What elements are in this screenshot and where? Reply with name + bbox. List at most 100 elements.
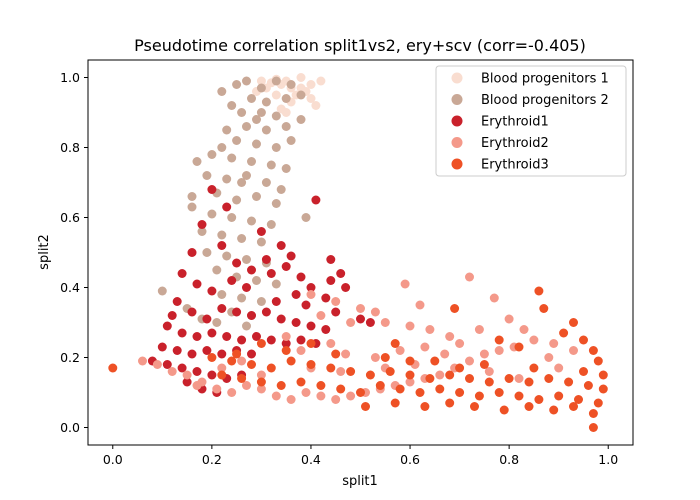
point-series-4-52 — [588, 423, 598, 432]
point-series-4-1 — [207, 353, 217, 362]
point-series-4-18 — [544, 374, 554, 383]
point-series-2-46 — [217, 349, 227, 359]
point-series-2-30 — [321, 325, 331, 334]
point-series-2-13 — [326, 255, 336, 264]
point-series-1-52 — [242, 255, 251, 264]
point-series-2-57 — [182, 377, 192, 387]
point-series-2-17 — [177, 269, 187, 278]
point-series-2-3 — [187, 248, 197, 257]
point-series-3-11 — [301, 388, 311, 397]
point-series-2-62 — [291, 290, 301, 299]
point-series-3-27 — [549, 339, 559, 348]
point-series-4-6 — [306, 360, 316, 369]
point-series-1-1 — [232, 80, 242, 89]
point-series-2-64 — [242, 283, 251, 292]
point-series-2-36 — [237, 335, 247, 345]
point-series-4-57 — [499, 405, 509, 415]
point-series-1-28 — [266, 160, 276, 170]
point-series-4-5 — [286, 356, 296, 366]
point-series-1-47 — [217, 230, 227, 240]
point-series-4-46 — [430, 356, 440, 366]
point-series-4-17 — [524, 377, 534, 387]
point-series-3-49 — [341, 349, 351, 359]
legend-label-0: Blood progenitors 1 — [481, 72, 609, 87]
point-series-0-8 — [311, 101, 321, 110]
point-series-4-65 — [450, 304, 460, 313]
point-series-3-57 — [237, 356, 247, 366]
point-series-3-64 — [484, 367, 494, 376]
point-series-3-44 — [440, 349, 450, 359]
point-series-4-41 — [593, 398, 603, 408]
point-series-2-1 — [222, 202, 232, 212]
point-series-4-48 — [529, 363, 539, 373]
point-series-1-12 — [252, 115, 261, 124]
point-series-3-7 — [242, 381, 251, 390]
point-series-1-50 — [202, 248, 212, 257]
point-series-3-43 — [415, 300, 425, 310]
point-series-0-19 — [306, 80, 316, 89]
point-series-2-31 — [162, 321, 172, 331]
point-series-1-51 — [222, 251, 232, 261]
point-series-3-24 — [494, 346, 504, 355]
point-series-4-64 — [539, 304, 549, 313]
point-series-1-18 — [296, 115, 306, 124]
point-series-2-11 — [321, 293, 331, 303]
point-series-4-74 — [598, 370, 608, 380]
point-series-1-17 — [281, 122, 291, 131]
point-series-1-24 — [192, 157, 202, 166]
point-series-3-35 — [445, 332, 455, 341]
point-series-2-23 — [217, 304, 227, 313]
point-series-2-45 — [202, 346, 212, 355]
point-series-1-7 — [227, 101, 237, 110]
point-series-2-19 — [207, 286, 217, 296]
point-series-4-29 — [356, 388, 365, 397]
point-series-4-60 — [420, 402, 430, 411]
point-series-4-37 — [514, 391, 524, 401]
point-series-1-6 — [296, 90, 306, 100]
point-series-4-14 — [465, 374, 474, 383]
point-series-0-10 — [256, 76, 266, 86]
point-series-3-42 — [370, 307, 380, 317]
point-series-1-19 — [217, 143, 227, 152]
point-series-4-7 — [326, 363, 336, 373]
point-series-2-51 — [177, 363, 187, 373]
point-series-3-37 — [489, 293, 499, 303]
point-series-3-61 — [336, 367, 346, 376]
point-series-2-53 — [207, 370, 217, 380]
x-axis-ticks: 0.0 0.2 0.4 0.6 0.8 1.0 — [103, 445, 618, 467]
point-series-3-58 — [217, 363, 227, 373]
point-series-2-9 — [296, 272, 306, 282]
point-series-3-40 — [346, 318, 356, 327]
point-series-3-13 — [331, 395, 341, 404]
point-series-1-43 — [227, 213, 237, 222]
point-series-4-58 — [470, 402, 479, 411]
point-series-3-31 — [356, 304, 365, 313]
point-series-4-51 — [588, 346, 598, 355]
point-series-3-6 — [227, 388, 237, 397]
point-series-4-40 — [574, 395, 583, 404]
point-series-2-50 — [162, 360, 172, 369]
point-series-1-58 — [217, 290, 227, 299]
point-series-2-18 — [192, 279, 202, 289]
point-series-2-7 — [266, 269, 276, 278]
point-series-4-39 — [554, 391, 564, 401]
point-series-1-65 — [157, 286, 167, 296]
point-series-4-31 — [395, 384, 405, 394]
point-series-2-63 — [271, 297, 281, 306]
point-series-3-34 — [425, 325, 435, 334]
point-series-0-18 — [281, 108, 291, 117]
y-axis-ticks: 0.0 0.2 0.4 0.6 0.8 1.0 — [60, 70, 88, 435]
point-series-1-0 — [217, 87, 227, 96]
x-tick-label: 0.6 — [400, 452, 420, 467]
point-series-4-2 — [227, 356, 237, 366]
point-series-1-42 — [207, 209, 217, 219]
point-series-3-14 — [346, 391, 356, 401]
point-series-4-43 — [281, 346, 291, 355]
legend-label-1: Blood progenitors 2 — [481, 93, 609, 108]
point-series-1-15 — [242, 122, 251, 131]
point-series-2-5 — [232, 258, 242, 268]
point-series-3-41 — [316, 311, 326, 320]
point-series-4-62 — [361, 402, 370, 411]
point-series-1-35 — [187, 192, 197, 201]
